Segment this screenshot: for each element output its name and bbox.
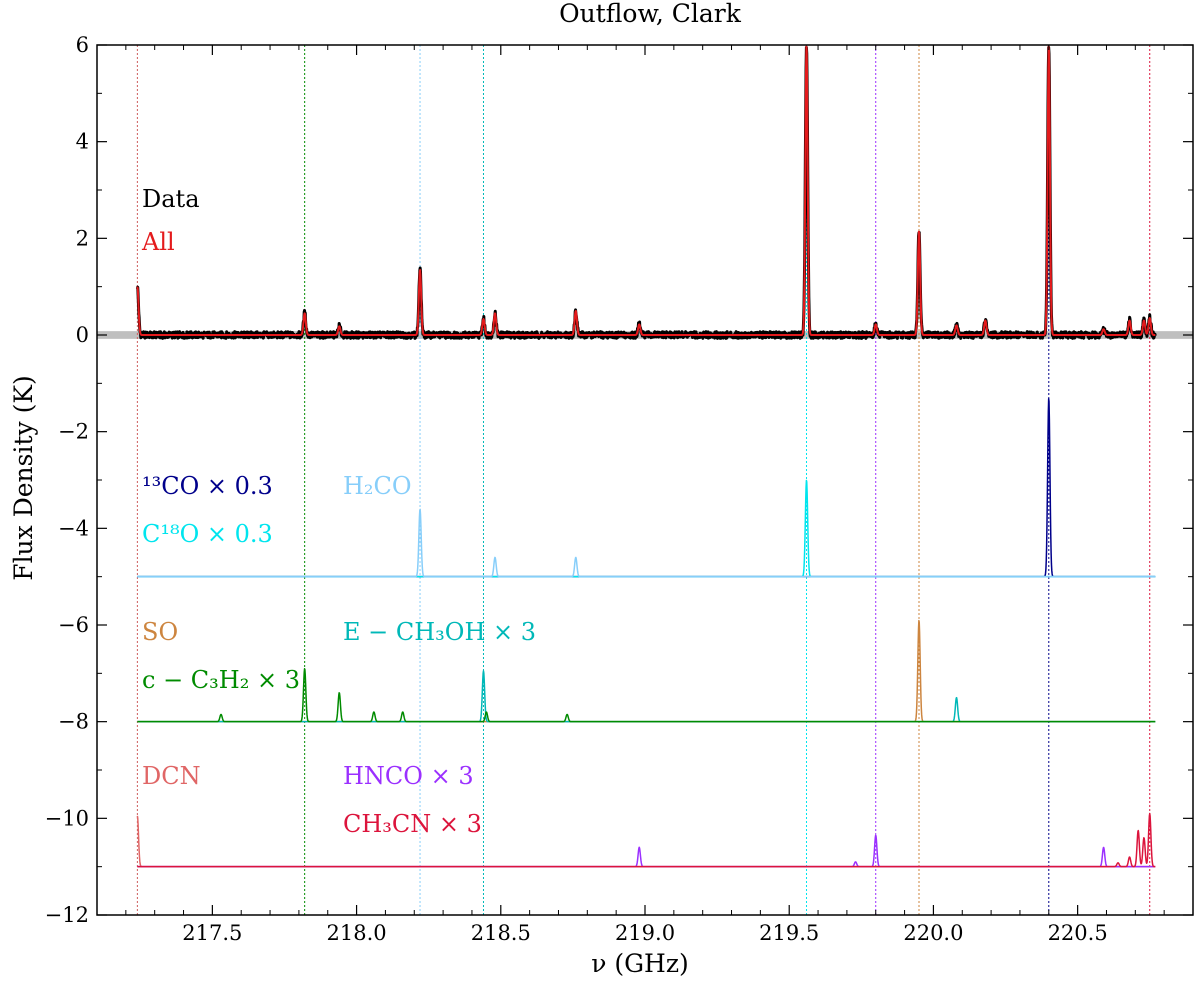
chart-title: Outflow, Clark (559, 0, 742, 28)
x-tick-label: 220.0 (903, 921, 963, 945)
y-tick-label: 0 (76, 323, 89, 347)
x-tick-label: 217.5 (182, 921, 242, 945)
series-ch-cn-3 (136, 812, 1156, 868)
y-tick-label: −10 (45, 806, 89, 830)
y-tick-label: −4 (58, 516, 89, 540)
series-hnco-3 (136, 834, 1156, 868)
x-tick-label: 218.5 (471, 921, 531, 945)
y-tick-label: −6 (58, 613, 89, 637)
legend-hnco-3: HNCO × 3 (343, 762, 474, 790)
plot-frame (96, 44, 1194, 916)
legend-h-co: H₂CO (343, 472, 412, 500)
legend-e-ch-oh-3: E − CH₃OH × 3 (343, 618, 536, 646)
legend-layer: Data All ¹³CO × 0.3 H₂CO C¹⁸O × 0.3 SO E − CH₃… (141, 185, 536, 838)
legend-c-c-h-3: c − C₃H₂ × 3 (142, 666, 300, 694)
y-tick-label: 2 (76, 226, 89, 250)
vertical-lines-layer (136, 45, 1151, 915)
series-layer (135, 45, 1157, 868)
y-tick-label: 6 (76, 33, 89, 57)
series-data (135, 46, 1157, 340)
legend-co-0-3: ¹³CO × 0.3 (142, 472, 273, 500)
y-tick-label: −12 (45, 903, 89, 927)
y-tick-label: −2 (58, 420, 89, 444)
y-tick-label: 4 (76, 130, 89, 154)
x-tick-label: 220.5 (1048, 921, 1108, 945)
series-c-o-0-3 (136, 479, 1156, 578)
series-all (136, 45, 1156, 336)
x-tick-label: 218.0 (327, 921, 387, 945)
series-dcn (136, 815, 1156, 868)
x-tick-label: 219.0 (615, 921, 675, 945)
series-h-co (136, 508, 1156, 578)
legend-data: Data (142, 185, 200, 213)
series-c-c-h-3 (136, 668, 1156, 723)
legend-c-o-0-3: C¹⁸O × 0.3 (142, 520, 273, 548)
legend-dcn: DCN (142, 762, 201, 790)
x-axis-label: ν (GHz) (591, 949, 689, 978)
legend-so: SO (142, 618, 178, 646)
legend-all: All (141, 228, 175, 256)
ticks-layer: 6 4 2 0 −2 −4 −6 −8 −10 −12 217.5 218.0 218.5 219.0 21… (45, 33, 1193, 945)
x-tick-label: 219.5 (759, 921, 819, 945)
y-tick-label: −8 (58, 710, 89, 734)
y-axis-label: Flux Density (K) (9, 375, 38, 581)
series-co-0-3 (136, 397, 1156, 578)
legend-ch-cn-3: CH₃CN × 3 (343, 810, 482, 838)
